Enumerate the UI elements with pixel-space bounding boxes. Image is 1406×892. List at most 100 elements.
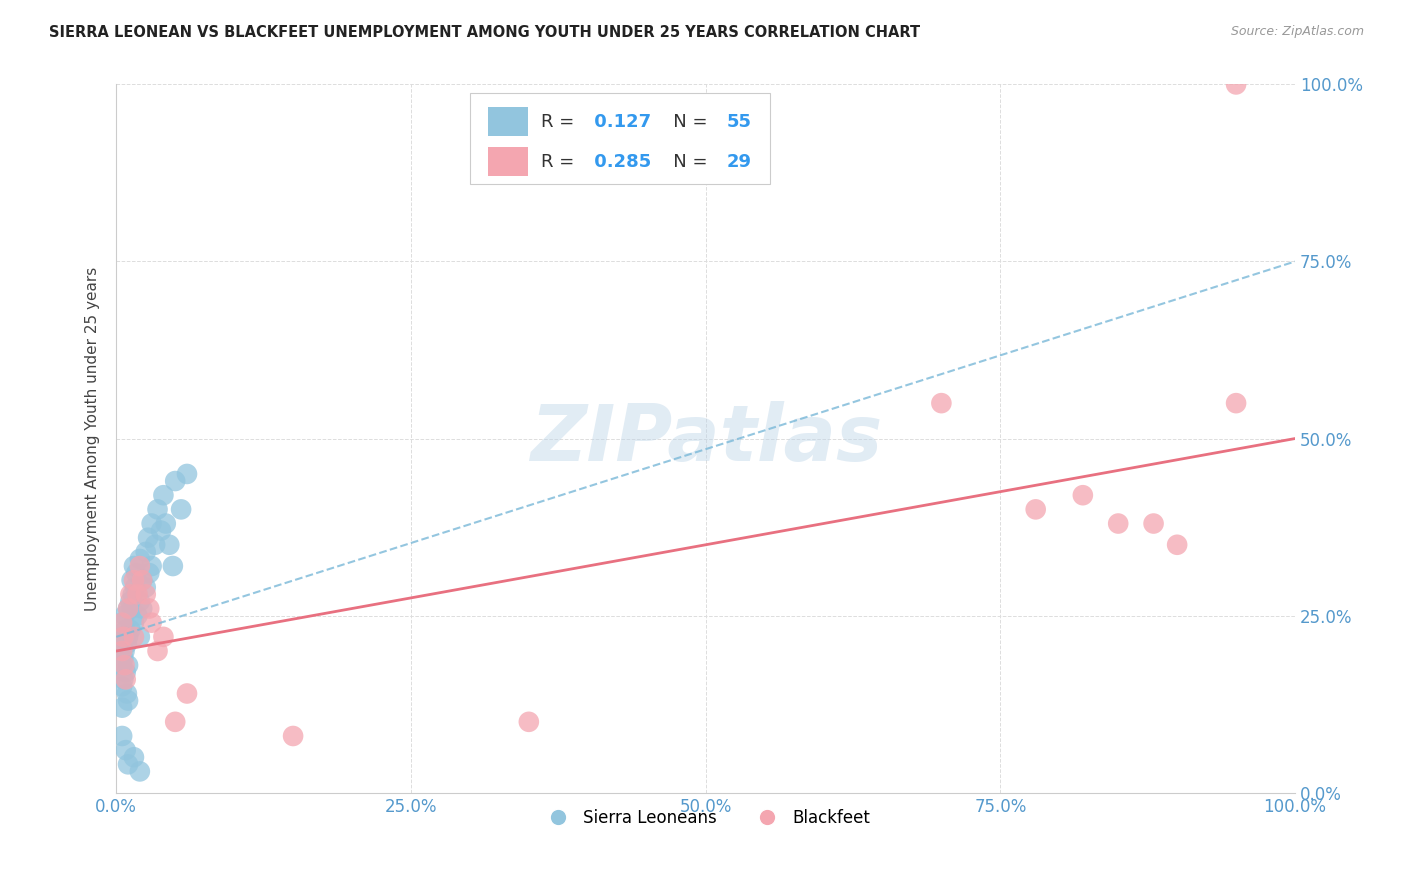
Point xyxy=(122,573,145,587)
Point xyxy=(155,516,177,531)
Text: R =: R = xyxy=(541,112,579,130)
Point xyxy=(120,587,142,601)
Point xyxy=(117,757,139,772)
Point xyxy=(117,601,139,615)
Point xyxy=(111,615,134,630)
Point xyxy=(122,630,145,644)
Point xyxy=(114,665,136,680)
Point xyxy=(135,545,157,559)
Point xyxy=(135,580,157,594)
Point xyxy=(157,538,180,552)
Point xyxy=(281,729,304,743)
Point xyxy=(117,693,139,707)
Point xyxy=(136,531,159,545)
Point xyxy=(114,623,136,637)
Point xyxy=(122,559,145,574)
Point xyxy=(1107,516,1129,531)
FancyBboxPatch shape xyxy=(488,107,527,136)
Point xyxy=(138,601,160,615)
Point xyxy=(150,524,173,538)
Point xyxy=(1025,502,1047,516)
Point xyxy=(111,658,134,673)
Point xyxy=(111,700,134,714)
Point xyxy=(165,474,187,488)
Point xyxy=(176,686,198,700)
Point xyxy=(122,615,145,630)
Point xyxy=(120,623,142,637)
Point xyxy=(111,729,134,743)
Point xyxy=(121,587,143,601)
Point xyxy=(128,559,150,574)
Point xyxy=(517,714,540,729)
Point xyxy=(115,637,138,651)
Point xyxy=(143,538,166,552)
Point xyxy=(1142,516,1164,531)
Point xyxy=(152,630,174,644)
Point xyxy=(152,488,174,502)
Point xyxy=(135,587,157,601)
Point xyxy=(111,680,134,694)
Point xyxy=(141,516,163,531)
Point xyxy=(1225,396,1247,410)
Point xyxy=(111,615,134,630)
Point xyxy=(146,644,169,658)
Point xyxy=(117,630,139,644)
Point xyxy=(170,502,193,516)
Point xyxy=(114,673,136,687)
Point xyxy=(127,587,149,601)
Point xyxy=(146,502,169,516)
Point xyxy=(931,396,953,410)
Text: 29: 29 xyxy=(727,153,752,170)
Text: 55: 55 xyxy=(727,112,752,130)
Point xyxy=(128,594,150,608)
Legend: Sierra Leoneans, Blackfeet: Sierra Leoneans, Blackfeet xyxy=(534,803,876,834)
Point xyxy=(117,601,139,615)
Point xyxy=(115,686,138,700)
Point xyxy=(128,630,150,644)
Text: 0.285: 0.285 xyxy=(588,153,651,170)
Point xyxy=(121,601,143,615)
Point xyxy=(112,630,135,644)
Point xyxy=(111,644,134,658)
Point xyxy=(138,566,160,580)
Y-axis label: Unemployment Among Youth under 25 years: Unemployment Among Youth under 25 years xyxy=(86,267,100,611)
Point xyxy=(121,573,143,587)
Point xyxy=(120,594,142,608)
Point xyxy=(1225,78,1247,92)
Point xyxy=(124,580,146,594)
Point xyxy=(127,608,149,623)
Text: ZIPatlas: ZIPatlas xyxy=(530,401,882,476)
Text: Source: ZipAtlas.com: Source: ZipAtlas.com xyxy=(1230,25,1364,38)
FancyBboxPatch shape xyxy=(470,93,770,184)
Point xyxy=(117,658,139,673)
Text: N =: N = xyxy=(657,153,713,170)
Point xyxy=(141,615,163,630)
Point xyxy=(112,630,135,644)
Text: N =: N = xyxy=(657,112,713,130)
Point xyxy=(131,601,153,615)
Point xyxy=(111,637,134,651)
FancyBboxPatch shape xyxy=(488,147,527,176)
Point xyxy=(128,764,150,779)
Point xyxy=(1166,538,1188,552)
Point xyxy=(114,608,136,623)
Text: R =: R = xyxy=(541,153,579,170)
Point xyxy=(127,587,149,601)
Point xyxy=(114,644,136,658)
Text: SIERRA LEONEAN VS BLACKFEET UNEMPLOYMENT AMONG YOUTH UNDER 25 YEARS CORRELATION : SIERRA LEONEAN VS BLACKFEET UNEMPLOYMENT… xyxy=(49,25,921,40)
Point xyxy=(125,566,148,580)
Point xyxy=(141,559,163,574)
Text: 0.127: 0.127 xyxy=(588,112,651,130)
Point xyxy=(128,552,150,566)
Point xyxy=(131,573,153,587)
Point xyxy=(112,651,135,665)
Point xyxy=(165,714,187,729)
Point xyxy=(176,467,198,481)
Point xyxy=(114,743,136,757)
Point xyxy=(122,750,145,764)
Point xyxy=(114,658,136,673)
Point xyxy=(162,559,184,574)
Point xyxy=(131,573,153,587)
Point xyxy=(1071,488,1094,502)
Point xyxy=(112,673,135,687)
